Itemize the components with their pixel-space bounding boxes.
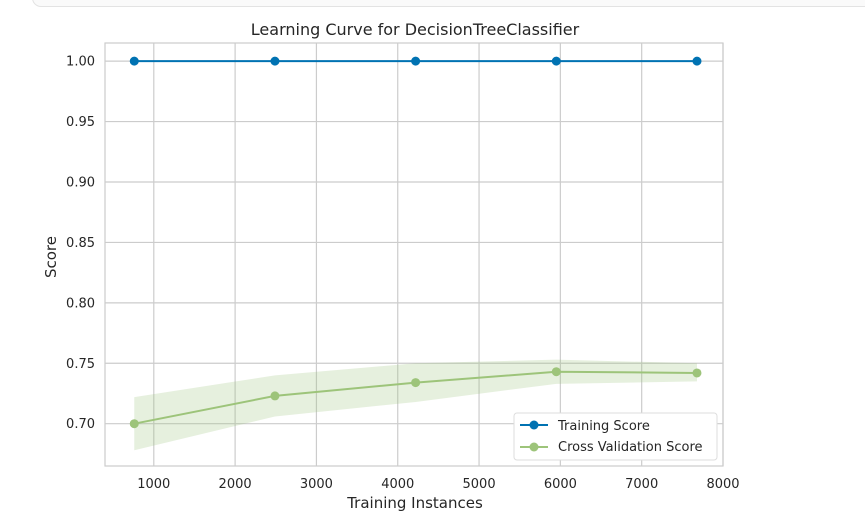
cross-validation-score-point: [129, 419, 139, 429]
cross-validation-score-point: [411, 378, 421, 388]
y-tick-label: 0.85: [66, 236, 95, 251]
training-score-point: [270, 56, 280, 66]
y-tick-label: 0.80: [66, 296, 95, 311]
chart-title: Learning Curve for DecisionTreeClassifie…: [251, 20, 580, 39]
y-tick-labels: 0.70 0.75 0.80 0.85 0.90 0.95 1.00: [66, 55, 95, 433]
x-tick-label: 1000: [137, 477, 170, 492]
x-tick-label: 5000: [463, 477, 496, 492]
y-tick-label: 1.00: [66, 55, 95, 70]
y-tick-label: 0.95: [66, 115, 95, 130]
training-score-point: [129, 56, 139, 66]
grid-lines: [105, 43, 724, 466]
x-tick-label: 8000: [706, 477, 739, 492]
cross-validation-score-point: [551, 367, 561, 377]
cross-validation-score-point: [692, 368, 702, 378]
y-tick-label: 0.75: [66, 357, 95, 372]
legend-label-cross-validation-score: Cross Validation Score: [558, 440, 703, 455]
y-tick-label: 0.90: [66, 175, 95, 190]
legend-marker-training-score: [529, 420, 539, 430]
x-tick-labels: 1000 2000 3000 4000 5000 6000 7000 8000: [137, 477, 739, 492]
training-score-point: [411, 56, 421, 66]
x-tick-label: 6000: [544, 477, 577, 492]
y-axis-label: Score: [42, 236, 60, 278]
training-score-point: [692, 56, 702, 66]
cross-validation-score-point: [270, 391, 280, 401]
y-tick-label: 0.70: [66, 417, 95, 432]
training-score-point: [551, 56, 561, 66]
x-tick-label: 4000: [381, 477, 414, 492]
legend-box: [513, 412, 718, 461]
x-axis-label: Training Instances: [346, 494, 483, 512]
legend-marker-cross-validation-score: [529, 442, 539, 452]
series-points: [129, 56, 702, 429]
x-tick-label: 7000: [625, 477, 658, 492]
x-tick-label: 3000: [300, 477, 333, 492]
legend-label-training-score: Training Score: [557, 419, 650, 434]
cross-validation-score-band: [134, 359, 697, 451]
x-tick-label: 2000: [219, 477, 252, 492]
plot-area: [104, 42, 724, 467]
legend: Training Score Cross Validation Score: [513, 412, 718, 461]
score-bands: [134, 359, 697, 451]
